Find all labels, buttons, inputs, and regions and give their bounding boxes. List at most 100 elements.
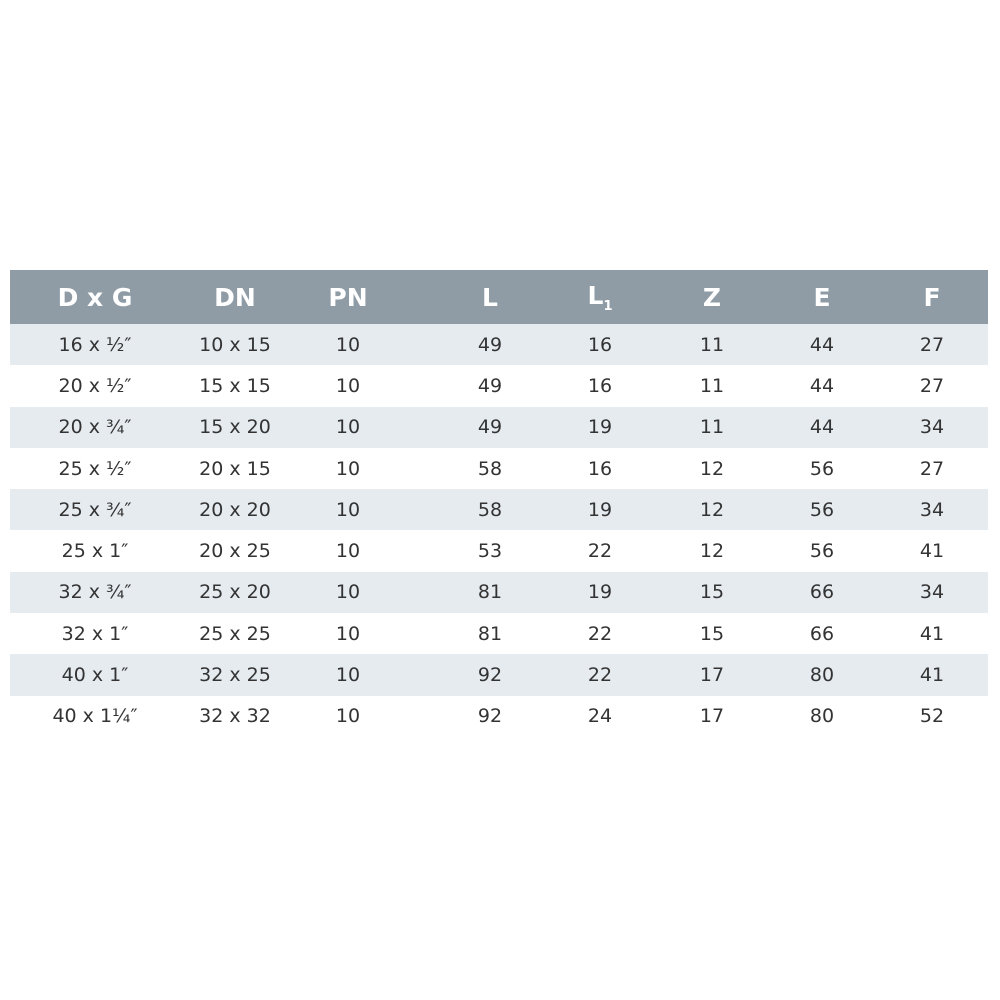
cell-e: 66 [809, 622, 835, 645]
table-row: 25 x 1″ 20 x 25 10 53 22 12 56 41 [10, 530, 988, 571]
header-subscript: 1 [603, 298, 613, 314]
header-label: E [813, 282, 831, 312]
header-e: E [813, 283, 830, 312]
cell-z: 15 [699, 622, 725, 645]
cell-l: 49 [477, 374, 503, 397]
cell-f: 27 [919, 457, 945, 480]
cell-f: 34 [919, 416, 945, 439]
cell-pn: 10 [335, 416, 361, 439]
cell-l: 92 [477, 705, 503, 728]
table-row: 32 x ¾″ 25 x 20 10 81 19 15 66 34 [10, 571, 988, 614]
cell-e: 80 [809, 705, 835, 728]
cell-dn: 15 x 15 [199, 374, 271, 397]
cell-dxg: 32 x ¾″ [58, 581, 132, 604]
cell-l1: 16 [587, 333, 613, 356]
cell-l: 49 [477, 416, 503, 439]
cell-l1: 16 [587, 457, 613, 480]
header-pn: PN [328, 283, 367, 312]
table-header: D x G DN PN L L1 Z E F [10, 270, 988, 324]
header-l1: L1 [588, 281, 613, 314]
cell-pn: 10 [335, 457, 361, 480]
cell-e: 44 [809, 333, 835, 356]
header-label: Z [702, 282, 722, 312]
cell-dxg: 20 x ¾″ [58, 416, 132, 439]
header-f: F [923, 283, 940, 312]
table-row: 25 x ¾″ 20 x 20 10 58 19 12 56 34 [10, 489, 988, 531]
cell-f: 41 [919, 622, 945, 645]
cell-dxg: 20 x ½″ [58, 374, 132, 397]
cell-dn: 20 x 25 [199, 540, 271, 563]
cell-l: 92 [477, 664, 503, 687]
table-row: 40 x 1¼″ 32 x 32 10 92 24 17 80 52 [10, 696, 988, 737]
cell-f: 27 [919, 374, 945, 397]
header-l: L [482, 283, 498, 312]
header-label: D x G [57, 282, 133, 312]
header-label: L [482, 282, 498, 312]
cell-l: 53 [477, 540, 503, 563]
cell-e: 66 [809, 581, 835, 604]
cell-l: 81 [477, 622, 503, 645]
cell-l1: 22 [587, 622, 613, 645]
cell-pn: 10 [335, 498, 361, 521]
table-row: 40 x 1″ 32 x 25 10 92 22 17 80 41 [10, 654, 988, 696]
cell-pn: 10 [335, 540, 361, 563]
cell-dn: 25 x 20 [199, 581, 271, 604]
cell-e: 56 [809, 498, 835, 521]
cell-l: 81 [477, 581, 503, 604]
table-body: 16 x ½″ 10 x 15 10 49 16 11 44 27 20 x ½″ 15 x 15… [10, 324, 988, 737]
cell-pn: 10 [335, 664, 361, 687]
cell-pn: 10 [335, 333, 361, 356]
header-label: PN [328, 282, 368, 312]
cell-dxg: 32 x 1″ [61, 622, 129, 645]
cell-dxg: 40 x 1″ [61, 664, 129, 687]
cell-l: 49 [477, 333, 503, 356]
cell-l1: 19 [587, 498, 613, 521]
cell-l1: 22 [587, 540, 613, 563]
cell-l1: 19 [587, 416, 613, 439]
cell-z: 17 [699, 664, 725, 687]
cell-dn: 20 x 15 [199, 457, 271, 480]
cell-z: 15 [699, 581, 725, 604]
header-dxg: D x G [58, 283, 133, 312]
cell-l1: 22 [587, 664, 613, 687]
header-label: L [587, 280, 604, 310]
header-z: Z [703, 283, 721, 312]
cell-dn: 32 x 25 [199, 664, 271, 687]
cell-f: 34 [919, 498, 945, 521]
table-row: 25 x ½″ 20 x 15 10 58 16 12 56 27 [10, 448, 988, 489]
table-row: 20 x ½″ 15 x 15 10 49 16 11 44 27 [10, 365, 988, 406]
table-row: 16 x ½″ 10 x 15 10 49 16 11 44 27 [10, 324, 988, 366]
cell-dn: 25 x 25 [199, 622, 271, 645]
cell-dn: 10 x 15 [199, 333, 271, 356]
cell-dn: 15 x 20 [199, 416, 271, 439]
cell-e: 44 [809, 416, 835, 439]
cell-f: 34 [919, 581, 945, 604]
cell-pn: 10 [335, 705, 361, 728]
header-label: F [923, 282, 941, 312]
cell-pn: 10 [335, 622, 361, 645]
cell-z: 11 [699, 374, 725, 397]
table-row: 20 x ¾″ 15 x 20 10 49 19 11 44 34 [10, 406, 988, 448]
cell-f: 52 [919, 705, 945, 728]
cell-dxg: 25 x ½″ [58, 457, 132, 480]
cell-l: 58 [477, 457, 503, 480]
cell-pn: 10 [335, 374, 361, 397]
cell-z: 12 [699, 498, 725, 521]
header-dn: DN [214, 283, 256, 312]
cell-l: 58 [477, 498, 503, 521]
header-label: DN [214, 282, 256, 312]
cell-l1: 16 [587, 374, 613, 397]
cell-l1: 24 [587, 705, 613, 728]
cell-e: 56 [809, 457, 835, 480]
cell-pn: 10 [335, 581, 361, 604]
cell-l1: 19 [587, 581, 613, 604]
cell-dxg: 16 x ½″ [58, 333, 132, 356]
cell-f: 41 [919, 664, 945, 687]
cell-f: 41 [919, 540, 945, 563]
cell-z: 12 [699, 540, 725, 563]
cell-e: 56 [809, 540, 835, 563]
cell-z: 17 [699, 705, 725, 728]
cell-dxg: 40 x 1¼″ [52, 705, 138, 728]
cell-e: 80 [809, 664, 835, 687]
cell-e: 44 [809, 374, 835, 397]
